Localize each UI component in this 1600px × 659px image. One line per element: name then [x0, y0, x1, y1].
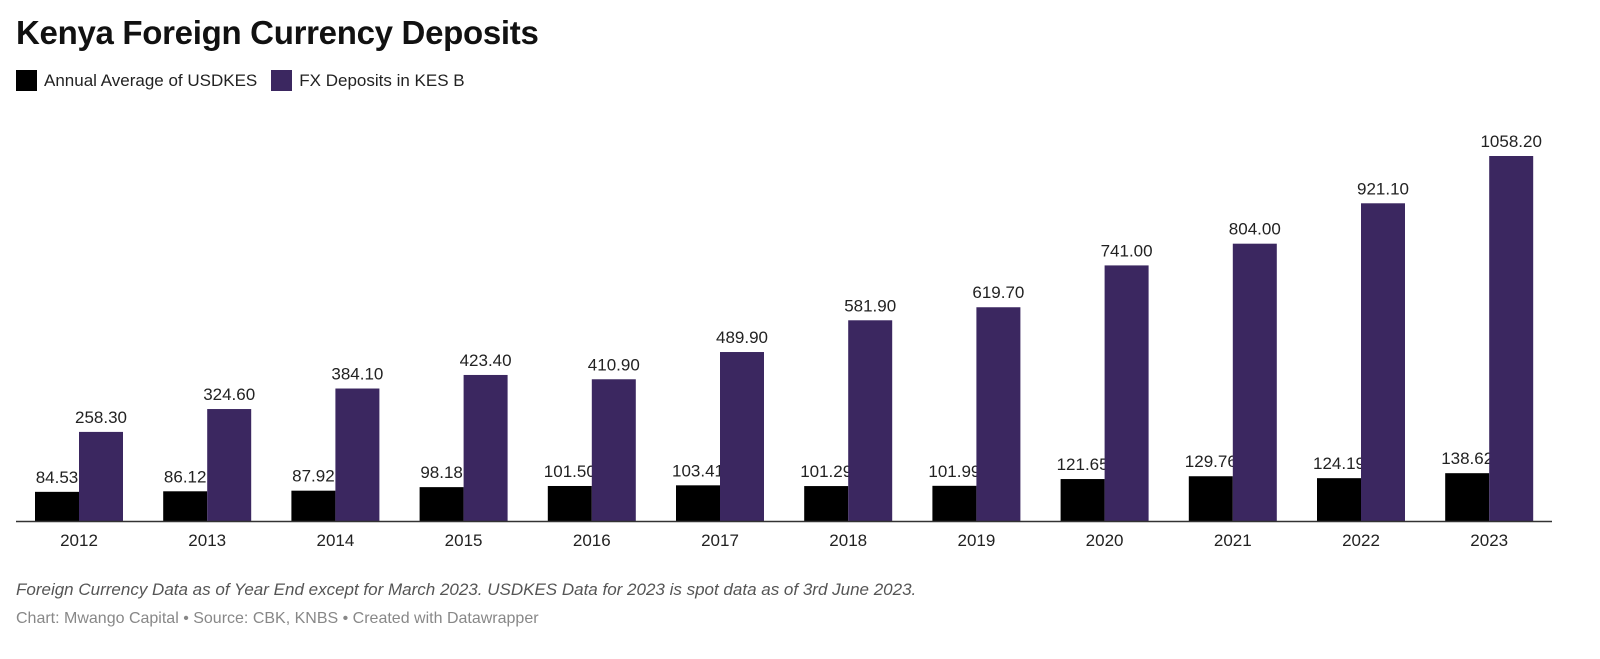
bar-usdkes-2023: [1445, 473, 1490, 521]
bar-usdkes-2019: [932, 485, 977, 521]
bar-usdkes-2020: [1060, 479, 1105, 521]
bar-fx-deposits-2023: [1489, 156, 1534, 521]
bar-usdkes-2017: [676, 485, 720, 521]
data-label-fx-deposits-2020: 741.00: [1101, 241, 1153, 260]
x-tick-label-2020: 2020: [1086, 531, 1124, 550]
data-label-usdkes-2012: 84.53: [36, 468, 79, 487]
x-tick-label-2015: 2015: [445, 531, 483, 550]
data-label-fx-deposits-2016: 410.90: [588, 355, 640, 374]
chart-credits: Chart: Mwango Capital • Source: CBK, KNB…: [16, 610, 539, 627]
x-tick-label-2021: 2021: [1214, 531, 1252, 550]
bar-fx-deposits-2015: [463, 374, 508, 521]
data-label-fx-deposits-2021: 804.00: [1229, 220, 1281, 239]
data-label-usdkes-2016: 101.50: [544, 462, 596, 481]
legend-item-fx-deposits: FX Deposits in KES B: [271, 70, 465, 91]
legend-item-usdkes: Annual Average of USDKES: [16, 70, 257, 91]
bar-fx-deposits-2016: [591, 379, 636, 521]
data-label-usdkes-2013: 86.12: [164, 467, 207, 486]
x-tick-label-2022: 2022: [1342, 531, 1380, 550]
data-label-fx-deposits-2017: 489.90: [716, 328, 768, 347]
data-label-fx-deposits-2014: 384.10: [331, 365, 383, 384]
bar-fx-deposits-2013: [207, 409, 252, 521]
data-label-fx-deposits-2023: 1058.20: [1480, 132, 1541, 151]
data-label-usdkes-2018: 101.29: [800, 462, 852, 481]
data-label-usdkes-2017: 103.41: [672, 461, 724, 480]
chart-notes: Foreign Currency Data as of Year End exc…: [16, 580, 917, 599]
data-label-usdkes-2019: 101.99: [928, 462, 980, 481]
chart-title: Kenya Foreign Currency Deposits: [16, 14, 539, 51]
data-label-fx-deposits-2019: 619.70: [972, 283, 1024, 302]
data-label-usdkes-2021: 129.76: [1185, 452, 1237, 471]
data-label-usdkes-2023: 138.62: [1441, 449, 1493, 468]
data-label-fx-deposits-2013: 324.60: [203, 385, 255, 404]
bar-fx-deposits-2021: [1232, 243, 1277, 521]
bar-chart: 84.53 258.30 2012 86.12 324.60 2013 87.92 384.1…: [16, 132, 1552, 550]
bar-usdkes-2018: [804, 486, 849, 521]
bar-usdkes-2012: [35, 491, 79, 521]
x-tick-label-2018: 2018: [829, 531, 867, 550]
bar-fx-deposits-2019: [976, 307, 1021, 521]
bar-fx-deposits-2022: [1361, 203, 1405, 522]
legend-label-fx-deposits: FX Deposits in KES B: [299, 70, 465, 90]
data-label-usdkes-2020: 121.65: [1057, 455, 1109, 474]
x-tick-label-2014: 2014: [316, 531, 354, 550]
x-tick-label-2013: 2013: [188, 531, 226, 550]
x-tick-label-2023: 2023: [1470, 531, 1508, 550]
data-label-usdkes-2015: 98.18: [420, 463, 463, 482]
data-label-fx-deposits-2018: 581.90: [844, 296, 896, 315]
legend-label-usdkes: Annual Average of USDKES: [44, 70, 258, 90]
bar-fx-deposits-2020: [1104, 265, 1149, 521]
legend-swatch-usdkes: [16, 70, 37, 91]
x-tick-label-2016: 2016: [573, 531, 611, 550]
x-tick-label-2017: 2017: [701, 531, 739, 550]
bar-usdkes-2015: [419, 487, 464, 521]
bar-usdkes-2014: [291, 490, 336, 521]
legend: Annual Average of USDKES FX Deposits in …: [16, 70, 479, 91]
data-label-fx-deposits-2012: 258.30: [75, 408, 127, 427]
x-tick-label-2012: 2012: [60, 531, 98, 550]
data-label-usdkes-2022: 124.19: [1313, 454, 1365, 473]
bar-usdkes-2013: [163, 491, 208, 521]
x-tick-label-2019: 2019: [957, 531, 995, 550]
data-label-usdkes-2014: 87.92: [292, 467, 335, 486]
data-label-fx-deposits-2022: 921.10: [1357, 179, 1409, 198]
legend-swatch-fx-deposits: [271, 70, 293, 91]
bar-usdkes-2016: [547, 485, 592, 521]
bar-usdkes-2022: [1317, 478, 1361, 521]
data-label-fx-deposits-2015: 423.40: [460, 351, 512, 370]
bar-fx-deposits-2018: [848, 320, 893, 521]
bar-fx-deposits-2014: [335, 388, 380, 521]
bar-fx-deposits-2012: [79, 431, 123, 521]
bar-usdkes-2021: [1188, 476, 1233, 521]
bar-fx-deposits-2017: [720, 352, 764, 521]
